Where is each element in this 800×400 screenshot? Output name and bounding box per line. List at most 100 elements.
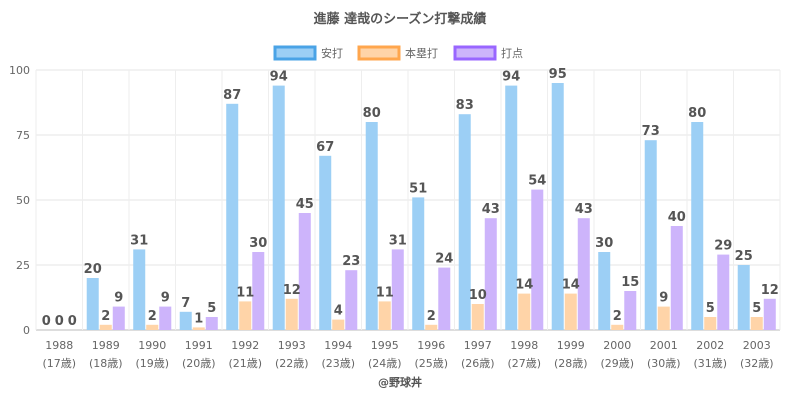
- y-tick-label: 50: [16, 194, 30, 207]
- bar: [750, 317, 763, 330]
- data-label: 83: [456, 98, 474, 113]
- data-label: 80: [363, 106, 381, 121]
- x-tick-sublabel: (17歳): [42, 357, 76, 370]
- data-label: 31: [130, 233, 148, 248]
- legend: 安打 本塁打 打点: [273, 45, 523, 61]
- bar: [737, 265, 750, 330]
- x-tick-sublabel: (28歳): [554, 357, 588, 370]
- data-label: 0: [55, 314, 64, 329]
- bar: [598, 252, 611, 330]
- data-label: 67: [316, 140, 334, 155]
- x-tick-sublabel: (25歳): [414, 357, 448, 370]
- bar: [272, 85, 285, 330]
- data-label: 30: [249, 236, 267, 251]
- x-tick-label: 1997: [464, 339, 492, 352]
- bar: [670, 226, 683, 330]
- bar: [717, 254, 730, 330]
- x-tick-label: 1991: [185, 339, 213, 352]
- bar: [239, 301, 252, 330]
- bar: [471, 304, 484, 330]
- data-label: 0: [42, 314, 51, 329]
- bar: [505, 85, 518, 330]
- data-label: 12: [761, 283, 779, 298]
- legend-label: 安打: [321, 46, 343, 60]
- x-tick-label: 1999: [557, 339, 585, 352]
- x-tick-label: 1994: [324, 339, 352, 352]
- data-label: 5: [752, 301, 761, 316]
- data-label: 25: [735, 249, 753, 264]
- bar: [179, 311, 192, 330]
- y-tick-label: 0: [23, 324, 30, 337]
- data-label: 5: [207, 301, 216, 316]
- bar: [319, 155, 332, 330]
- bar: [159, 306, 172, 330]
- x-tick-sublabel: (24歳): [368, 357, 402, 370]
- bar: [425, 324, 438, 330]
- data-label: 24: [435, 252, 453, 267]
- bar: [704, 317, 717, 330]
- bar: [226, 103, 239, 330]
- x-tick-label: 2000: [603, 339, 631, 352]
- x-tick-sublabel: (23歳): [321, 357, 355, 370]
- bar: [205, 317, 218, 330]
- credit-label: @野球丼: [378, 375, 422, 389]
- bar: [531, 189, 544, 330]
- legend-swatch: [273, 45, 317, 61]
- bar: [438, 267, 451, 330]
- data-label: 29: [714, 239, 732, 254]
- x-axis: 1988 (17歳) 1989 (18歳) 1990 (19歳) 1991 (20歳) 1992…: [42, 339, 773, 370]
- data-label: 2: [148, 309, 157, 324]
- data-label: 4: [334, 304, 343, 319]
- data-label: 73: [642, 124, 660, 139]
- x-tick-sublabel: (22歳): [275, 357, 309, 370]
- data-label: 51: [409, 181, 427, 196]
- data-label: 95: [549, 67, 567, 82]
- data-label: 11: [376, 285, 394, 300]
- data-label: 23: [342, 254, 360, 269]
- bar: [345, 270, 358, 330]
- bar: [86, 278, 99, 330]
- bar: [551, 83, 564, 330]
- legend-label: 打点: [501, 46, 523, 60]
- x-tick-sublabel: (20歳): [182, 357, 216, 370]
- bar: [298, 213, 311, 330]
- y-tick-label: 75: [16, 129, 30, 142]
- data-label: 43: [575, 202, 593, 217]
- x-tick-sublabel: (27歳): [507, 357, 541, 370]
- bar: [365, 122, 378, 330]
- data-label: 30: [595, 236, 613, 251]
- x-tick-label: 1996: [417, 339, 445, 352]
- data-label: 94: [270, 70, 288, 85]
- grid: [35, 69, 781, 331]
- bar: [192, 327, 205, 330]
- data-label: 54: [528, 174, 546, 189]
- data-label: 9: [114, 291, 123, 306]
- x-tick-label: 2001: [650, 339, 678, 352]
- data-label: 45: [296, 197, 314, 212]
- x-tick-sublabel: (32歳): [740, 357, 774, 370]
- data-label: 94: [502, 70, 520, 85]
- x-tick-label: 1998: [510, 339, 538, 352]
- bar: [285, 298, 298, 330]
- legend-swatch: [357, 45, 401, 61]
- x-tick-label: 1990: [138, 339, 166, 352]
- x-tick-sublabel: (19歳): [135, 357, 169, 370]
- data-label: 5: [706, 301, 715, 316]
- bar: [577, 218, 590, 330]
- data-label: 9: [659, 291, 668, 306]
- y-tick-label: 100: [9, 64, 30, 77]
- bar: [518, 293, 531, 330]
- data-label: 0: [68, 314, 77, 329]
- x-tick-sublabel: (26歳): [461, 357, 495, 370]
- bar: [458, 114, 471, 330]
- data-label: 7: [181, 296, 190, 311]
- x-tick-label: 1995: [371, 339, 399, 352]
- data-label: 31: [389, 233, 407, 248]
- data-label: 11: [236, 285, 254, 300]
- data-label: 14: [515, 278, 533, 293]
- x-tick-sublabel: (29歳): [600, 357, 634, 370]
- bar: [611, 324, 624, 330]
- x-tick-label: 2003: [743, 339, 771, 352]
- bar: [644, 140, 657, 330]
